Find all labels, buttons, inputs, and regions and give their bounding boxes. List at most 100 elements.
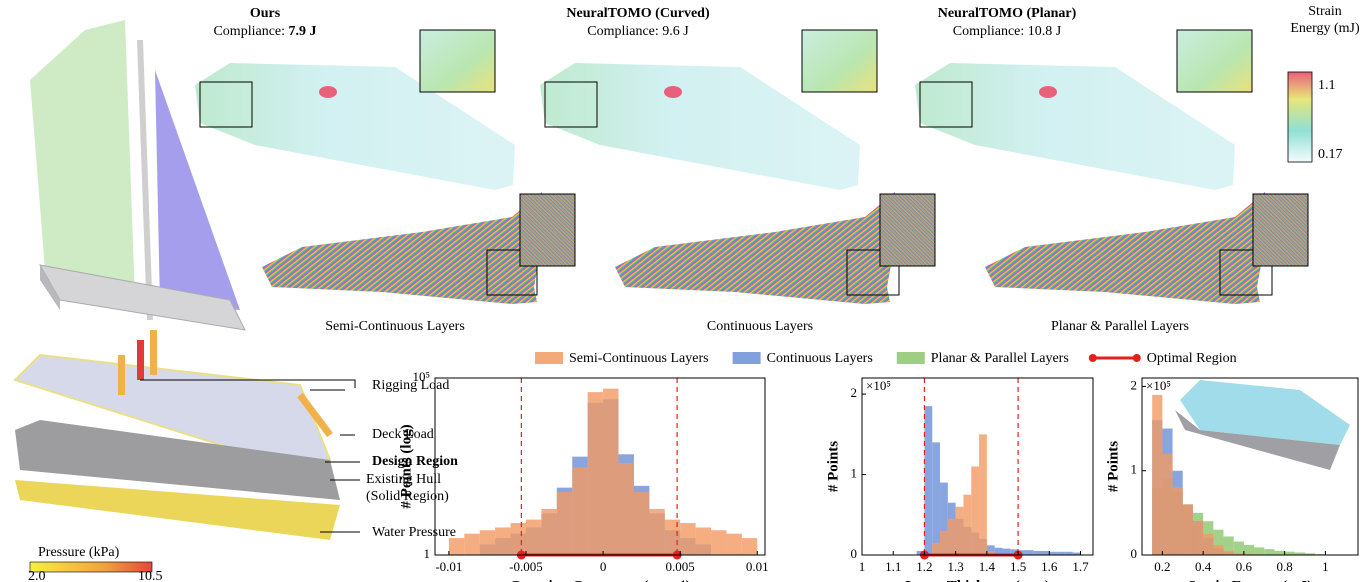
- histogram-bar: [963, 495, 971, 555]
- histogram-bar: [619, 463, 634, 555]
- compliance: Compliance: 10.8 J: [953, 24, 1062, 39]
- histogram-bar: [979, 434, 987, 555]
- histogram-bar: [940, 531, 948, 555]
- caption: Semi-Continuous Layers: [325, 319, 465, 334]
- legend-label: Optimal Region: [1147, 351, 1237, 366]
- legend-label: Continuous Layers: [767, 351, 873, 366]
- x-tick-label: 1: [1322, 559, 1329, 574]
- colorbar-label: 1.1: [1318, 78, 1336, 93]
- histogram-bar: [1162, 454, 1172, 555]
- compliance-label: Compliance:: [953, 24, 1025, 39]
- y-tick-label: 0: [1131, 546, 1138, 561]
- histogram-bar: [971, 467, 979, 556]
- compliance-label: Compliance:: [587, 24, 659, 39]
- histogram-bar: [680, 523, 695, 555]
- histogram-bar: [665, 520, 680, 555]
- legend-swatch: [897, 352, 925, 364]
- y-axis-label: # Points: [1105, 441, 1121, 492]
- x-tick-label: 0.8: [1277, 559, 1293, 574]
- histogram-bar: [1152, 395, 1162, 555]
- label: Rigging Load: [372, 378, 449, 393]
- x-axis-label: Gaussian Curvature (mm⁻¹): [509, 578, 690, 582]
- histogram-bar: [526, 520, 541, 555]
- colorbar-label: 2.0: [28, 569, 46, 582]
- histogram-bar: [588, 392, 603, 555]
- y-axis-label: # Points (log): [398, 424, 414, 508]
- compliance-value: 9.6 J: [662, 24, 689, 39]
- colorbar-label: 10.5: [138, 569, 163, 582]
- x-tick-label: 1.7: [1072, 559, 1089, 574]
- histogram-bar: [1203, 534, 1213, 555]
- compliance-value: 10.8 J: [1028, 24, 1062, 39]
- histogram-bar: [511, 523, 526, 555]
- x-tick-label: 1.6: [1041, 559, 1058, 574]
- histogram-bar: [1183, 504, 1193, 555]
- histogram-bar: [572, 467, 587, 555]
- y-tick-label: 1: [424, 546, 431, 561]
- colorbar-title: Strain: [1308, 4, 1341, 19]
- legend-swatch: [535, 352, 563, 364]
- y-tick-label: 2: [851, 385, 858, 400]
- layer-results: Semi-Continuous Layers Continuous Layers…: [262, 192, 1308, 334]
- method-title: Ours: [250, 6, 281, 21]
- y-multiplier: ×10⁵: [1146, 378, 1171, 393]
- legend-swatch: [1133, 354, 1141, 362]
- x-tick-label: 0.005: [666, 559, 695, 574]
- colorbar: [30, 562, 152, 572]
- x-tick-label: 1.2: [916, 559, 932, 574]
- x-axis-label: Strain Energy (mJ): [1188, 578, 1312, 582]
- layers: [262, 192, 575, 304]
- histogram-bar: [1234, 542, 1244, 555]
- y-tick-label: 1: [851, 466, 858, 481]
- x-tick-label: 1.5: [1010, 559, 1026, 574]
- jib-sail: [30, 20, 135, 300]
- y-tick-label: 1: [1131, 462, 1138, 477]
- legend-label: Planar & Parallel Layers: [931, 351, 1069, 366]
- x-tick-label: -0.01: [435, 559, 462, 574]
- histogram-bar: [932, 442, 940, 555]
- x-tick-label: 0.2: [1154, 559, 1170, 574]
- result: [195, 30, 515, 190]
- x-tick-label: 0.6: [1236, 559, 1253, 574]
- load-arrow: [118, 355, 125, 395]
- histogram-bar: [1274, 551, 1284, 555]
- histogram-bar: [1244, 545, 1254, 555]
- label: Design Region: [372, 454, 458, 469]
- y-multiplier: ×10⁵: [866, 378, 891, 393]
- histogram-bar: [541, 509, 556, 555]
- colorbar: [1288, 72, 1312, 162]
- histogram-bar: [1264, 549, 1274, 555]
- x-tick-label: -0.005: [509, 559, 543, 574]
- strain-results: Ours Compliance: 7.9 J NeuralTOMO (Curve…: [195, 4, 1360, 190]
- x-tick-label: 0.4: [1195, 559, 1212, 574]
- histogram-bar: [480, 530, 495, 555]
- histogram-bar: [948, 519, 956, 555]
- histogram-bar: [1254, 547, 1264, 555]
- histogram-bar: [1041, 551, 1049, 555]
- x-tick-label: 1.4: [979, 559, 996, 574]
- mast: [140, 40, 150, 320]
- chart: 11.11.21.31.41.51.61.7012×10⁵Layer Thick…: [825, 378, 1093, 582]
- histogram-bar: [742, 538, 757, 555]
- histogram-bar: [1034, 551, 1042, 555]
- label: Water Pressure: [372, 525, 456, 540]
- y-axis-label: # Points: [825, 441, 841, 492]
- histogram-bar: [634, 492, 649, 555]
- histogram-bar: [696, 527, 711, 555]
- figure: Rigging Load Deck Load Design Region Exi…: [0, 0, 1371, 582]
- method-title: NeuralTOMO (Curved): [566, 6, 710, 21]
- histogram-bar: [1224, 551, 1234, 555]
- compliance-label: Compliance:: [213, 24, 285, 39]
- colorbar-title: Pressure (kPa): [38, 545, 120, 560]
- method-title: NeuralTOMO (Planar): [938, 6, 1077, 21]
- histogram-bar: [1026, 550, 1034, 555]
- y-tick-label: 2: [1131, 377, 1138, 392]
- result: [540, 30, 877, 190]
- x-axis-label: Layer Thickness (mm): [905, 578, 1049, 582]
- y-tick-label: 10⁵: [412, 369, 430, 384]
- colorbar-title: Energy (mJ): [1290, 21, 1360, 36]
- load-arrow: [137, 340, 144, 380]
- histogram-bar: [924, 406, 932, 555]
- x-tick-label: 1: [859, 559, 866, 574]
